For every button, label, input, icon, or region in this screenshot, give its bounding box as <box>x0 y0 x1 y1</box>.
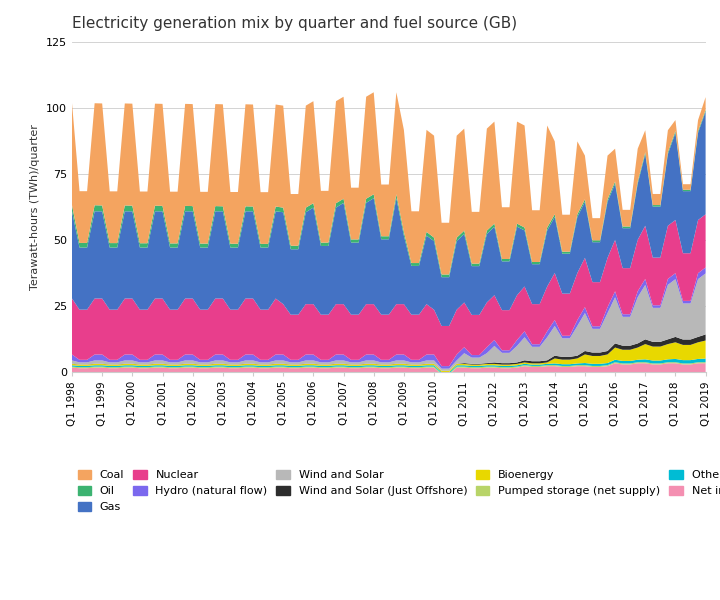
Text: Electricity generation mix by quarter and fuel source (GB): Electricity generation mix by quarter an… <box>72 16 517 31</box>
Legend: Coal, Oil, Gas, Nuclear, Hydro (natural flow), Wind and Solar, Wind and Solar (J: Coal, Oil, Gas, Nuclear, Hydro (natural … <box>78 470 720 512</box>
Y-axis label: Terawatt-hours (TWh)/quarter: Terawatt-hours (TWh)/quarter <box>30 124 40 290</box>
